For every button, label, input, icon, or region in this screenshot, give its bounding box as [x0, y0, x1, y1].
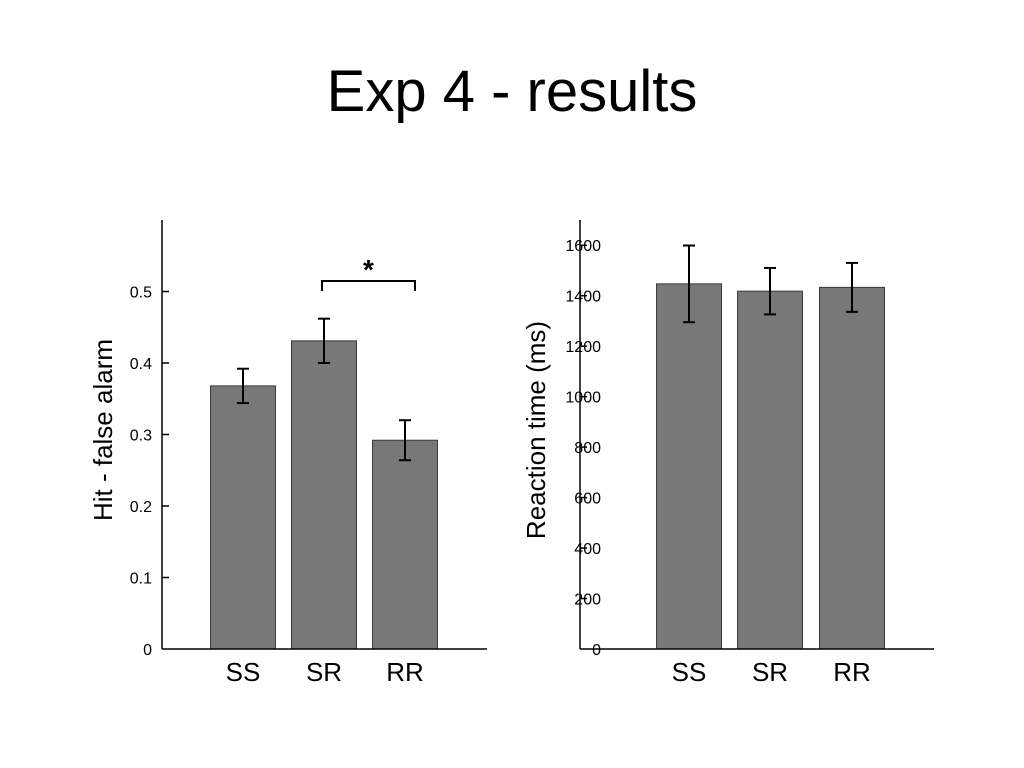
bar-rr: [372, 439, 438, 650]
x-tick-label: SS: [226, 657, 261, 687]
x-tick-label: SR: [752, 657, 788, 687]
y-tick-label: 400: [574, 541, 601, 558]
y-tick-label: 0.3: [130, 428, 152, 445]
y-tick-label: 0.1: [130, 571, 152, 588]
y-tick-label: 800: [574, 440, 601, 457]
reaction-time-chart: SS SR RR 0 200 400 600 800 1000 1200 1400 1600 React…: [521, 220, 934, 687]
y-tick-label: 1200: [565, 339, 601, 356]
y-tick-label: 1000: [565, 390, 601, 407]
x-tick-label: SS: [672, 657, 707, 687]
bar-sr: [291, 340, 357, 650]
x-tick-label: SR: [306, 657, 342, 687]
y-tick-label: 0: [143, 642, 152, 659]
error-bar-rr: [399, 419, 411, 462]
bar-ss: [656, 283, 722, 650]
error-bar-ss: [237, 367, 249, 405]
y-tick-label: 0.5: [130, 285, 152, 302]
bar-sr: [737, 290, 803, 650]
x-tick-label: RR: [833, 657, 871, 687]
error-bar-sr: [764, 266, 776, 316]
hit-false-alarm-chart: SS SR RR 0 0.1 0.2 0.3 0.4 0.5 Hit - false alarm *: [88, 220, 487, 687]
y-tick-label: 1600: [565, 238, 601, 255]
x-tick-label: RR: [386, 657, 424, 687]
error-bar-sr: [318, 317, 330, 364]
y-tick-label: 0.4: [130, 356, 152, 373]
bar-rr: [819, 286, 885, 650]
slide-title: Exp 4 - results: [326, 59, 698, 124]
significance-marker: *: [363, 254, 374, 285]
y-tick-label: 1400: [565, 289, 601, 306]
y-axis-label: Reaction time (ms): [521, 321, 551, 539]
y-axis-label: Hit - false alarm: [88, 339, 118, 521]
error-bar-ss: [683, 244, 695, 324]
significance-bracket: [321, 280, 416, 291]
y-tick-label: 0: [592, 642, 601, 659]
y-tick-label: 0.2: [130, 499, 152, 516]
y-tick-label: 600: [574, 491, 601, 508]
error-bar-rr: [846, 261, 858, 313]
bar-ss: [210, 385, 276, 650]
y-tick-label: 200: [574, 592, 601, 609]
